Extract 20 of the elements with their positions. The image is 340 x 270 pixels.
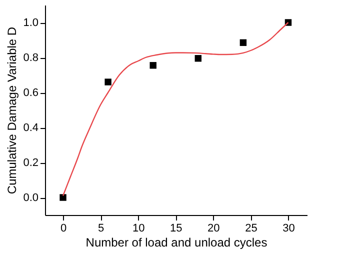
- x-tick-label: 20: [208, 222, 220, 234]
- point: [104, 78, 112, 86]
- y-tick-label: 0.2: [23, 157, 38, 169]
- y-tick-label: 0.4: [23, 122, 38, 134]
- point: [150, 62, 156, 69]
- x-tick-label: 10: [132, 222, 145, 234]
- y-tick-label: 0.8: [23, 52, 38, 64]
- x-tick-label: 0: [60, 222, 67, 234]
- y-tick-label: 0.0: [23, 192, 38, 204]
- x-tick-label: 30: [282, 222, 295, 234]
- y-axis-title: Cumulative Damage Variable D: [5, 26, 20, 194]
- x-axis-title: Number of load and unload cycles: [86, 236, 268, 250]
- x-tick-label: 15: [170, 222, 182, 234]
- y-tick-label: 0.6: [23, 87, 38, 99]
- point: [60, 194, 66, 201]
- x-tick-label: 5: [98, 222, 104, 234]
- point: [194, 55, 202, 62]
- y-tick-label: 1.0: [23, 17, 38, 29]
- x-tick-label: 25: [245, 222, 258, 234]
- point: [240, 39, 247, 46]
